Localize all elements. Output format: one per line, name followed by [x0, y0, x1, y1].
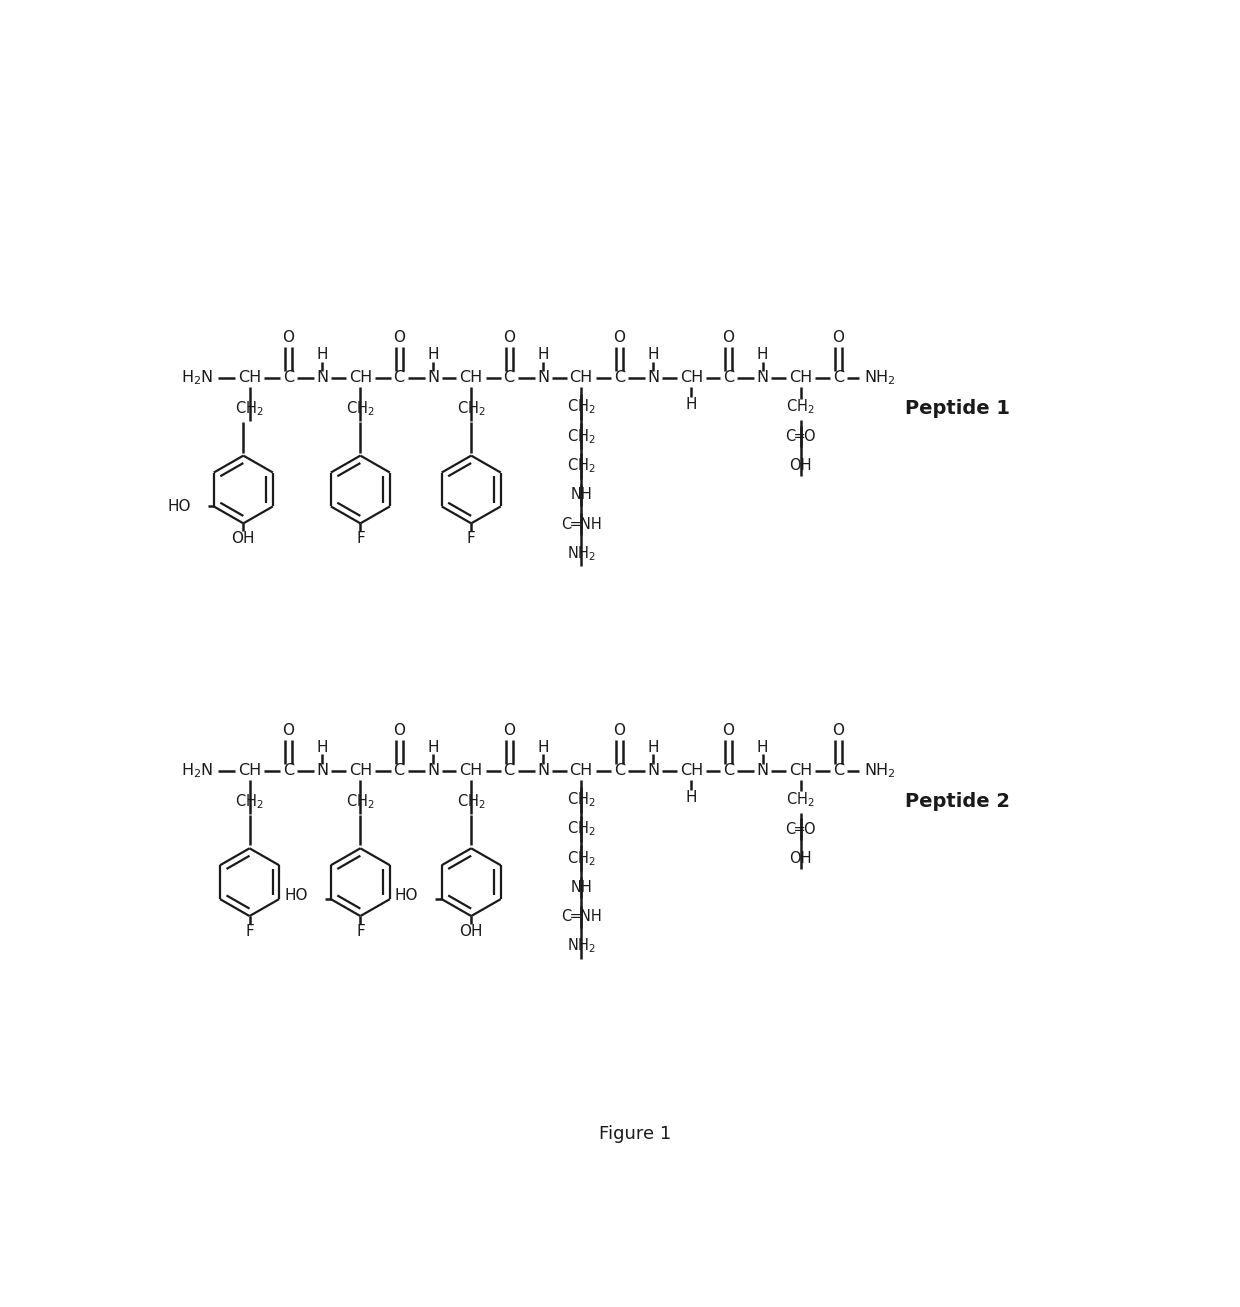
Text: CH: CH	[460, 370, 482, 386]
Text: F: F	[356, 531, 365, 546]
Text: CH$_2$: CH$_2$	[236, 792, 264, 810]
Text: N: N	[316, 763, 329, 778]
Text: CH$_2$: CH$_2$	[346, 792, 374, 810]
Text: CH$_2$: CH$_2$	[346, 399, 374, 418]
Text: N: N	[756, 763, 769, 778]
Text: O: O	[393, 723, 405, 738]
Text: O: O	[723, 723, 734, 738]
Text: CH: CH	[460, 763, 482, 778]
Text: O: O	[723, 331, 734, 345]
Text: CH$_2$: CH$_2$	[567, 456, 595, 474]
Text: NH: NH	[570, 488, 593, 502]
Text: H: H	[686, 397, 697, 412]
Text: N: N	[647, 370, 660, 386]
Text: Figure 1: Figure 1	[599, 1125, 672, 1142]
Text: H: H	[756, 348, 769, 362]
Text: N: N	[427, 763, 439, 778]
Text: OH: OH	[790, 851, 812, 865]
Text: CH$_2$: CH$_2$	[567, 819, 595, 838]
Text: C═O: C═O	[785, 429, 816, 444]
Text: CH$_2$: CH$_2$	[567, 850, 595, 868]
Text: CH$_2$: CH$_2$	[567, 427, 595, 446]
Text: C: C	[614, 370, 625, 386]
Text: O: O	[832, 723, 844, 738]
Text: CH: CH	[680, 763, 703, 778]
Text: O: O	[614, 723, 625, 738]
Text: NH$_2$: NH$_2$	[567, 937, 595, 955]
Text: N: N	[756, 370, 769, 386]
Text: C═NH: C═NH	[560, 910, 601, 924]
Text: C═O: C═O	[785, 822, 816, 836]
Text: N: N	[537, 370, 549, 386]
Text: CH$_2$: CH$_2$	[567, 397, 595, 417]
Text: O: O	[393, 331, 405, 345]
Text: C: C	[283, 763, 294, 778]
Text: H: H	[647, 740, 660, 755]
Text: F: F	[356, 924, 365, 938]
Text: O: O	[614, 331, 625, 345]
Text: CH: CH	[569, 370, 593, 386]
Text: H$_2$N: H$_2$N	[181, 369, 213, 387]
Text: CH: CH	[348, 763, 372, 778]
Text: O: O	[503, 331, 515, 345]
Text: HO: HO	[167, 499, 191, 514]
Text: CH$_2$: CH$_2$	[456, 399, 486, 418]
Text: C: C	[833, 370, 844, 386]
Text: O: O	[503, 723, 515, 738]
Text: C: C	[833, 763, 844, 778]
Text: CH$_2$: CH$_2$	[567, 791, 595, 809]
Text: C═NH: C═NH	[560, 516, 601, 532]
Text: H: H	[756, 740, 769, 755]
Text: CH$_2$: CH$_2$	[236, 399, 264, 418]
Text: NH: NH	[570, 880, 593, 895]
Text: N: N	[537, 763, 549, 778]
Text: CH$_2$: CH$_2$	[786, 791, 815, 809]
Text: OH: OH	[460, 924, 482, 938]
Text: F: F	[466, 531, 476, 546]
Text: NH$_2$: NH$_2$	[864, 369, 895, 387]
Text: NH$_2$: NH$_2$	[567, 544, 595, 563]
Text: H: H	[537, 348, 549, 362]
Text: OH: OH	[232, 531, 255, 546]
Text: Peptide 2: Peptide 2	[905, 792, 1009, 810]
Text: NH$_2$: NH$_2$	[864, 761, 895, 780]
Text: O: O	[283, 723, 294, 738]
Text: H: H	[316, 740, 329, 755]
Text: N: N	[427, 370, 439, 386]
Text: CH: CH	[789, 763, 812, 778]
Text: CH: CH	[680, 370, 703, 386]
Text: CH$_2$: CH$_2$	[786, 397, 815, 417]
Text: C: C	[503, 370, 515, 386]
Text: H: H	[537, 740, 549, 755]
Text: HO: HO	[284, 887, 308, 903]
Text: H$_2$N: H$_2$N	[181, 761, 213, 780]
Text: CH: CH	[789, 370, 812, 386]
Text: H: H	[428, 348, 439, 362]
Text: H: H	[647, 348, 660, 362]
Text: C: C	[723, 370, 734, 386]
Text: C: C	[503, 763, 515, 778]
Text: CH$_2$: CH$_2$	[456, 792, 486, 810]
Text: O: O	[283, 331, 294, 345]
Text: N: N	[316, 370, 329, 386]
Text: H: H	[686, 789, 697, 805]
Text: C: C	[614, 763, 625, 778]
Text: H: H	[316, 348, 329, 362]
Text: C: C	[393, 370, 404, 386]
Text: N: N	[647, 763, 660, 778]
Text: C: C	[723, 763, 734, 778]
Text: O: O	[832, 331, 844, 345]
Text: OH: OH	[790, 459, 812, 473]
Text: CH: CH	[238, 370, 262, 386]
Text: H: H	[428, 740, 439, 755]
Text: HO: HO	[394, 887, 418, 903]
Text: CH: CH	[238, 763, 262, 778]
Text: CH: CH	[348, 370, 372, 386]
Text: C: C	[393, 763, 404, 778]
Text: F: F	[246, 924, 254, 938]
Text: Peptide 1: Peptide 1	[905, 399, 1009, 418]
Text: CH: CH	[569, 763, 593, 778]
Text: C: C	[283, 370, 294, 386]
